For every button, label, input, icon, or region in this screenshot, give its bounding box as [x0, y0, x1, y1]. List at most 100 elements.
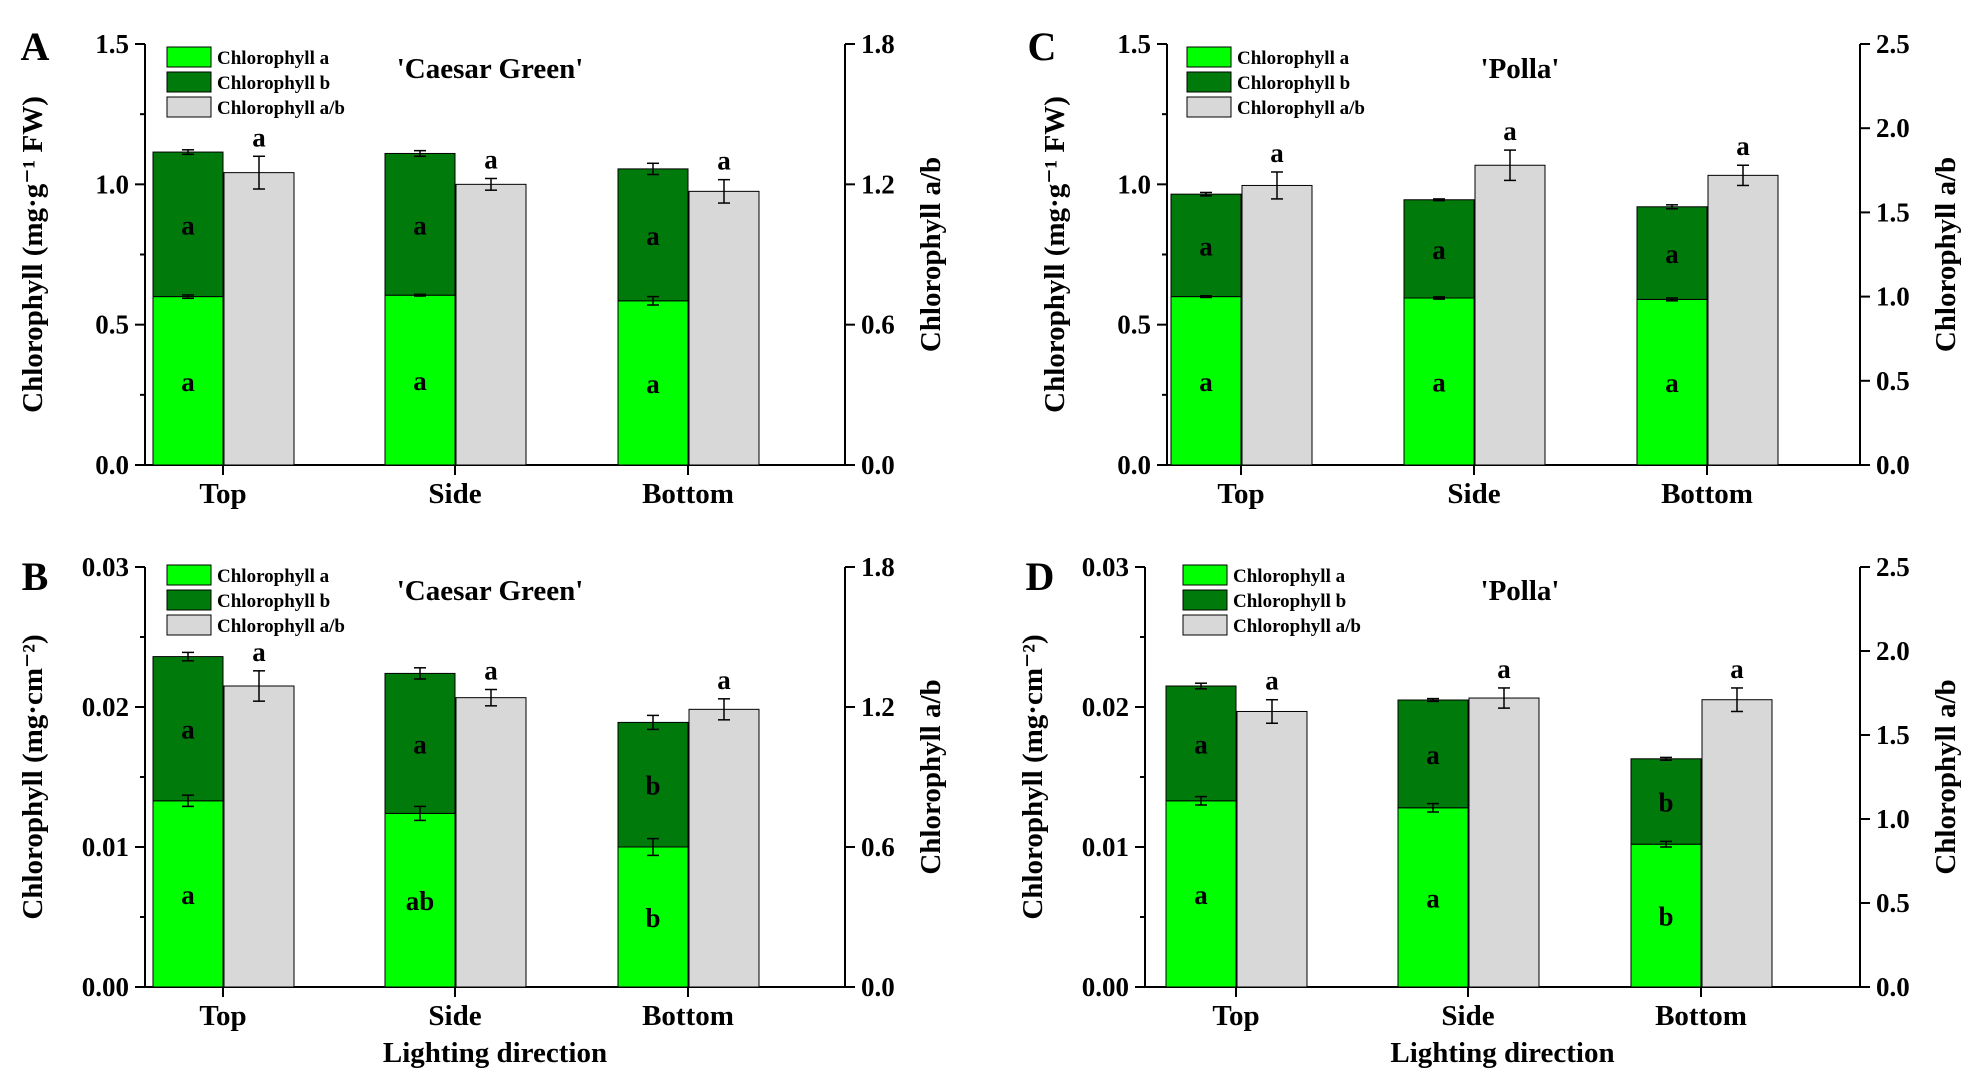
y-tick-label: 0.00 — [82, 972, 129, 1002]
bar-chlorophyll-ratio — [688, 190, 760, 466]
y-right-tick-label: 0.5 — [1876, 366, 1910, 396]
bar-chlorophyll-ratio — [455, 183, 527, 466]
legend-label: Chlorophyll b — [217, 73, 330, 94]
bar-chlorophyll-a — [384, 294, 456, 466]
y-tick-label: 1.0 — [1117, 169, 1151, 199]
significance-letter: a — [1194, 880, 1208, 910]
bar-chlorophyll-b — [152, 151, 224, 298]
chart-title: 'Polla' — [1481, 53, 1560, 85]
significance-letter: a — [484, 144, 498, 174]
bar-chlorophyll-b — [384, 672, 456, 814]
significance-letter: a — [1199, 367, 1213, 397]
bar-chlorophyll-b — [617, 168, 689, 302]
legend-label: Chlorophyll a — [1237, 48, 1350, 69]
significance-letter: a — [1497, 654, 1511, 684]
bar-chlorophyll-ratio — [1474, 164, 1546, 466]
bar-chlorophyll-ratio — [223, 172, 295, 466]
significance-letter: a — [1665, 368, 1679, 398]
significance-letter: a — [413, 210, 427, 240]
y-tick-label: 0.03 — [82, 552, 129, 582]
y-right-tick-label: 1.2 — [861, 169, 895, 199]
bar-chlorophyll-a — [1165, 800, 1237, 988]
x-tick-label: Side — [1441, 1000, 1494, 1032]
y-right-tick-label: 0.6 — [861, 310, 895, 340]
legend-swatch — [1186, 96, 1232, 118]
bar-chlorophyll-a — [1636, 298, 1708, 466]
y-tick-label: 1.5 — [95, 29, 129, 59]
legend-label: Chlorophyll a — [1233, 566, 1346, 587]
bar-chlorophyll-b — [1636, 206, 1708, 300]
y-right-axis-label: Chlorophyll a/b — [915, 157, 947, 352]
significance-letter: a — [252, 637, 266, 667]
x-tick-label: Bottom — [1661, 478, 1753, 510]
x-tick-label: Bottom — [642, 478, 734, 510]
significance-letter: a — [1432, 368, 1446, 398]
x-tick-label: Top — [1212, 1000, 1259, 1032]
panel-label: C — [1028, 24, 1057, 69]
significance-letter: a — [1503, 116, 1517, 146]
legend-swatch — [1182, 614, 1228, 636]
significance-letter: a — [1194, 729, 1208, 759]
x-tick-label: Bottom — [642, 1000, 734, 1032]
bar-chlorophyll-a — [152, 296, 224, 466]
y-right-tick-label: 2.5 — [1876, 29, 1910, 59]
y-right-tick-label: 0.5 — [1876, 888, 1910, 918]
y-right-tick-label: 0.0 — [1876, 450, 1910, 480]
x-tick-label: Side — [428, 478, 481, 510]
significance-letter: b — [645, 903, 660, 933]
bar-chlorophyll-b — [1630, 758, 1702, 845]
y-right-tick-label: 1.5 — [1876, 197, 1910, 227]
significance-letter: ab — [406, 886, 435, 916]
legend-swatch — [166, 71, 212, 93]
bar-chlorophyll-ratio — [688, 708, 760, 988]
legend-label: Chlorophyll a — [217, 566, 330, 587]
bar-chlorophyll-ratio — [1707, 174, 1779, 466]
bar-chlorophyll-ratio — [1701, 699, 1773, 988]
legend-label: Chlorophyll a/b — [217, 98, 345, 119]
x-axis-label: Lighting direction — [383, 1037, 607, 1069]
significance-letter: a — [1432, 235, 1446, 265]
significance-letter: a — [646, 221, 660, 251]
bar-chlorophyll-ratio — [1468, 697, 1540, 988]
bar-chlorophyll-b — [152, 656, 224, 802]
significance-letter: a — [1665, 239, 1679, 269]
y-tick-label: 0.02 — [1082, 692, 1129, 722]
y-tick-label: 0.03 — [1082, 552, 1129, 582]
significance-letter: a — [252, 122, 266, 152]
y-right-axis-label: Chlorophyll a/b — [1930, 157, 1962, 352]
panel-d: D 0.00 0.01 0.02 0.03 0.0 0.5 1.0 1.5 2.0 2.5 Chlor… — [1017, 552, 1962, 1069]
bar-chlorophyll-b — [617, 721, 689, 848]
x-tick-label: Top — [199, 478, 246, 510]
y-right-tick-label: 2.0 — [1876, 113, 1910, 143]
y-right-axis-label: Chlorophyll a/b — [915, 679, 947, 874]
x-axis-label: Lighting direction — [1390, 1037, 1614, 1069]
y-right-tick-label: 0.0 — [1876, 972, 1910, 1002]
bar-chlorophyll-a — [1170, 296, 1242, 466]
legend-label: Chlorophyll b — [217, 591, 330, 612]
chart-title: 'Caesar Green' — [397, 575, 584, 607]
y-right-tick-label: 2.5 — [1876, 552, 1910, 582]
bar-chlorophyll-ratio — [1241, 184, 1313, 466]
y-tick-label: 1.5 — [1117, 29, 1151, 59]
y-right-tick-label: 1.0 — [1876, 804, 1910, 834]
y-right-axis-label: Chlorophyll a/b — [1930, 679, 1962, 874]
y-right-tick-label: 1.8 — [861, 552, 895, 582]
x-tick-label: Bottom — [1655, 1000, 1747, 1032]
bar-chlorophyll-a — [1630, 843, 1702, 988]
y-tick-label: 0.02 — [82, 692, 129, 722]
legend-swatch — [1186, 71, 1232, 93]
y-tick-label: 0.5 — [1117, 310, 1151, 340]
panel-b: B 0.00 0.01 0.02 0.03 0.0 0.6 1.2 1.8 Chlorophyll… — [17, 552, 947, 1069]
bar-chlorophyll-a — [152, 800, 224, 988]
bar-chlorophyll-a — [1403, 297, 1475, 466]
significance-letter: a — [717, 665, 731, 695]
significance-letter: a — [413, 366, 427, 396]
legend-label: Chlorophyll a/b — [1237, 98, 1365, 119]
bar-chlorophyll-b — [1170, 193, 1242, 298]
y-axis-label: Chlorophyll (mg·g⁻¹ FW) — [1039, 96, 1071, 413]
legend-label: Chlorophyll b — [1237, 73, 1350, 94]
significance-letter: a — [1270, 138, 1284, 168]
y-tick-label: 0.5 — [95, 310, 129, 340]
panel-label: D — [1026, 554, 1055, 599]
y-axis-label: Chlorophyll (mg·cm⁻²) — [1017, 634, 1049, 919]
